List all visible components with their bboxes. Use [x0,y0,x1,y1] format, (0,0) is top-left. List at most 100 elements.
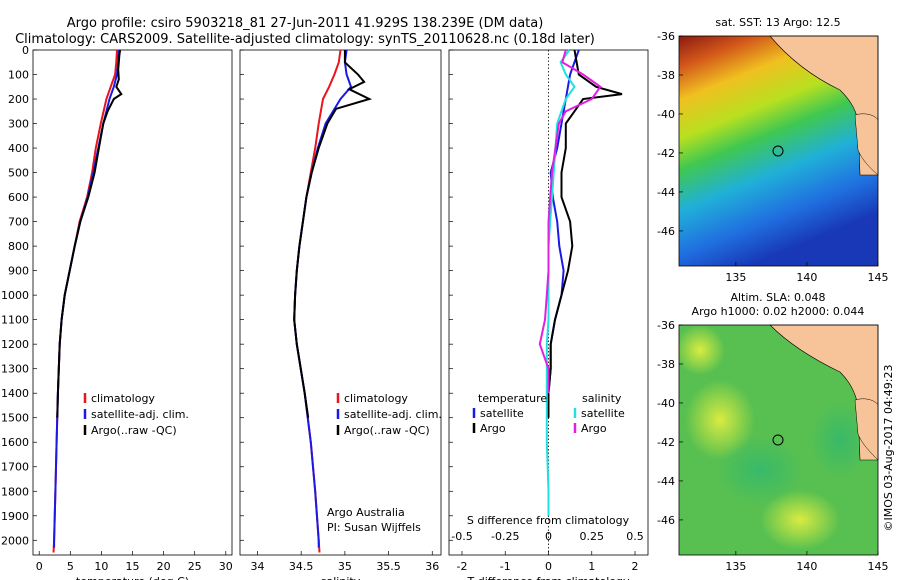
y-tick-label: 1200 [1,338,29,351]
y-tick-label: 300 [8,118,29,131]
sla-low-anomaly [810,400,870,480]
map-x-tick-label: 145 [868,560,889,573]
salinity-difference-line [545,49,576,516]
sla-high-anomaly [675,325,725,375]
sla-map-title-line2: Argo h1000: 0.02 h2000: 0.044 [692,305,865,318]
legend-label: satellite-adj. clim. [344,408,442,421]
map-y-tick-label: -46 [657,514,675,527]
x-tick-label: 10 [94,560,108,573]
legend-label: climatology [344,392,408,405]
plot-frame [32,49,233,556]
legend-label: climatology [91,392,155,405]
y-tick-label: 500 [8,167,29,180]
x-tick-label: 0 [545,560,552,573]
y-tick-label: 1800 [1,485,29,498]
y-tick-label: 900 [8,265,29,278]
salinity-difference-line [538,49,602,394]
sst-map-ticks: 135 140 145 -36 -38 -40 -42 -44 -46 [657,30,888,284]
x-tick-label: 35 [338,560,352,573]
x-axis-label: temperature (deg C) [76,575,189,580]
x2-tick-label: -0.25 [491,530,519,543]
temperature-panel: 0 5 10 15 20 25 30 temperature (deg C) 0 100 200 30… [1,44,233,580]
legend-label: satellite [480,407,524,420]
sla-map-title-line1: Altim. SLA: 0.048 [730,291,825,304]
sla-argo-marker [772,434,784,446]
legend-label: Argo(..raw -QC) [91,424,177,437]
x-tick-label: 36 [425,560,439,573]
y-tick-label: 1500 [1,412,29,425]
x-tick-label: -1 [500,560,511,573]
x2-tick-label: 0.25 [580,530,605,543]
x-tick-label: 34.5 [289,560,314,573]
sst-map-frame [678,35,879,267]
x2-axis-label: S difference from climatology [467,514,630,527]
map-y-tick-label: -38 [657,358,675,371]
x-tick-label: 20 [157,560,171,573]
map-y-tick-label: -44 [657,475,675,488]
copyright-label: ©IMOS 03-Aug-2017 04:49:23 [882,365,895,532]
x-tick-label: 15 [126,560,140,573]
sla-low-anomaly [715,435,805,505]
y-tick-label: 1900 [1,510,29,523]
x-tick-label: 30 [219,560,233,573]
map-y-tick-label: -46 [657,225,675,238]
map-y-tick-label: -42 [657,436,675,449]
y-tick-label: 200 [8,93,29,106]
sst-argo-marker [772,145,784,157]
legend-label: Argo [581,422,607,435]
salinity-panel: 34 34.5 35 35.5 36 salinity climatology satelli… [239,49,442,580]
x-tick-label: 1 [588,560,595,573]
y-tick-label: 700 [8,216,29,229]
difference-panel: -2 -1 0 1 2T difference from climatology -0.5… [448,49,649,580]
x-tick-label: -2 [456,560,467,573]
map-x-tick-label: 135 [725,560,746,573]
x-axis-label: T difference from climatology [467,575,630,580]
x2-tick-label: 0 [545,530,552,543]
map-y-tick-label: -40 [657,108,675,121]
map-y-tick-label: -36 [657,319,675,332]
y-tick-label: 1700 [1,461,29,474]
legend-label: Argo(..raw -QC) [344,424,430,437]
map-y-tick-label: -40 [657,397,675,410]
y-tick-label: 1000 [1,289,29,302]
y-tick-label: 2000 [1,534,29,547]
y-tick-label: 600 [8,191,29,204]
annotation-text: Argo Australia [327,506,405,519]
temperature-difference-line [547,49,623,418]
sst-map-panel: sat. SST: 13 Argo: 12.5 135 140 145 -36 -38 -… [657,16,888,284]
x-tick-label: 2 [632,560,639,573]
x-tick-label: 25 [188,560,202,573]
map-y-tick-label: -38 [657,69,675,82]
map-x-tick-label: 145 [868,271,889,284]
legend-label: satellite [581,407,625,420]
plot-frame [239,49,442,556]
x2-tick-label: -0.5 [451,530,472,543]
legend-label: Argo [480,422,506,435]
map-y-tick-label: -44 [657,186,675,199]
y-tick-label: 400 [8,142,29,155]
sla-high-anomaly [760,490,840,550]
legend-title: salinity [582,392,622,405]
x-axis-label: salinity [321,575,361,580]
annotation-text: PI: Susan Wijffels [327,521,421,534]
sla-map-panel: Altim. SLA: 0.048 Argo h1000: 0.02 h2000… [657,291,895,573]
map-y-tick-label: -42 [657,147,675,160]
sla-map-frame [678,324,879,556]
sst-map-title: sat. SST: 13 Argo: 12.5 [715,16,840,29]
map-x-tick-label: 135 [725,271,746,284]
legend-title: temperature [478,392,547,405]
y-tick-label: 1100 [1,314,29,327]
temperature-line [56,49,123,418]
y-tick-label: 800 [8,240,29,253]
map-y-tick-label: -36 [657,30,675,43]
map-x-tick-label: 140 [796,560,817,573]
y-tick-label: 0 [22,44,29,57]
y-tick-label: 100 [8,69,29,82]
x-tick-label: 35.5 [376,560,401,573]
map-x-tick-label: 140 [796,271,817,284]
y-tick-label: 1400 [1,387,29,400]
y-tick-label: 1300 [1,363,29,376]
x-tick-label: 0 [36,560,43,573]
x-tick-label: 34 [250,560,264,573]
